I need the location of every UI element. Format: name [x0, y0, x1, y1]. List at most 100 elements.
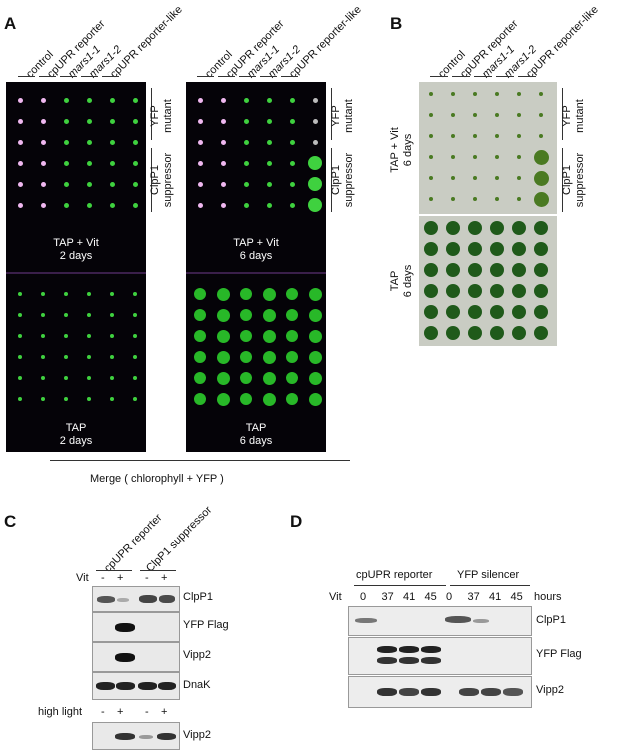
a-right-bottom-colony: [308, 392, 322, 406]
b-bottom-colony: [512, 221, 526, 235]
b-top-colony: [451, 92, 455, 96]
b-bottom-colony: [446, 263, 460, 277]
a-right-bottom-colony: [308, 329, 322, 343]
b-top-colony: [429, 92, 433, 96]
a-left-top-colony: [63, 97, 69, 103]
d-time-4: 45: [424, 591, 437, 603]
a-right-bottom-colony: [262, 287, 276, 301]
a-left-top-colony: [109, 160, 115, 166]
a-left-bottom-colony: [64, 397, 68, 401]
b-label-top: TAP + Vit 6 days: [389, 127, 414, 173]
a-left-top-colony: [132, 118, 138, 124]
a-left-top-colony: [86, 139, 92, 145]
a-left-bottom-colony: [41, 313, 45, 317]
a-right-col-header-5: cpUPR reporter-like: [287, 3, 364, 81]
a-right-bottom-colony: [262, 308, 276, 322]
a-left-top-colony: [40, 118, 46, 124]
a-left-bottom-colony: [133, 292, 137, 296]
a-left-bottom-colony: [64, 313, 68, 317]
b-bottom-colony: [424, 305, 438, 319]
b-top-colony: [473, 197, 477, 201]
a-left-bottom-colony: [87, 355, 91, 359]
a-right-bottom-colony: [308, 308, 322, 322]
b-bottom-colony: [512, 326, 526, 340]
b-bottom-colony: [490, 263, 504, 277]
c-hl-sign-1: -: [101, 706, 105, 718]
a-left-top-colony: [63, 181, 69, 187]
a-left-top-colony: [17, 97, 23, 103]
a-right-bottom-colony: [262, 329, 276, 343]
a-left-top-colony: [86, 97, 92, 103]
d-time-6: 37: [467, 591, 480, 603]
a-left-bottom-colony: [87, 334, 91, 338]
a-left-bottom-colony: [64, 292, 68, 296]
a-right-top-colony: [312, 118, 318, 124]
b-bottom-colony: [512, 242, 526, 256]
a-left-top-colony: [132, 139, 138, 145]
b-bottom-colony: [534, 263, 548, 277]
b-bottom-colony: [468, 326, 482, 340]
a-right-top-colony: [220, 160, 226, 166]
a-right-bottom-colony: [286, 288, 298, 300]
b-top-colony: [473, 113, 477, 117]
a-right-bottom-colony: [240, 393, 252, 405]
b-top-colony: [495, 176, 499, 180]
b-top-colony: [429, 134, 433, 138]
a-right-top-colony: [243, 160, 249, 166]
a-right-top-colony: [308, 198, 322, 212]
a-left-bottom-colony: [87, 292, 91, 296]
a-right-top-colony: [312, 139, 318, 145]
a-left-top-colony: [86, 160, 92, 166]
c-blot-vipp2: [92, 642, 180, 672]
a-left-bottom-colony: [64, 355, 68, 359]
d-time-8: 45: [510, 591, 523, 603]
a-left-bottom-colony: [41, 334, 45, 338]
a-right-bottom-colony: [216, 329, 230, 343]
a-left-bottom-colony: [18, 292, 22, 296]
a-right-top-colony: [289, 139, 295, 145]
merge-caption: Merge ( chlorophyll + YFP ): [90, 473, 224, 485]
a-right-top-colony: [266, 97, 272, 103]
d-blot-yfp-flag: [348, 637, 532, 675]
a-left-top-colony: [40, 97, 46, 103]
b-bottom-colony: [446, 305, 460, 319]
a-right-group-yfp: YFP mutant: [330, 99, 355, 133]
plate-right-top-label: TAP + Vit 6 days: [233, 237, 279, 262]
b-bottom-colony: [490, 326, 504, 340]
c-label-dnak: DnaK: [183, 679, 211, 691]
b-bottom-colony: [468, 221, 482, 235]
a-left-bottom-colony: [133, 355, 137, 359]
a-right-bottom-colony: [240, 330, 252, 342]
a-right-bottom-colony: [262, 371, 276, 385]
a-left-top-colony: [109, 118, 115, 124]
a-right-bottom-colony: [216, 308, 230, 322]
d-label-vipp2: Vipp2: [536, 684, 564, 696]
a-right-bottom-colony: [194, 351, 206, 363]
panel-d-letter: D: [290, 512, 303, 531]
b-top-colony: [517, 92, 521, 96]
a-right-top-colony: [289, 181, 295, 187]
c-blot-yfp-flag: [92, 612, 180, 642]
a-right-top-colony: [220, 181, 226, 187]
b-top-colony: [451, 176, 455, 180]
a-left-top-colony: [132, 181, 138, 187]
a-right-top-colony: [220, 139, 226, 145]
a-left-top-colony: [40, 160, 46, 166]
b-col-header-5: cpUPR reporter-like: [524, 3, 601, 81]
b-bottom-colony: [468, 284, 482, 298]
a-left-group-yfp: YFP mutant: [149, 99, 174, 133]
b-top-colony: [517, 176, 521, 180]
a-right-top-colony: [197, 202, 203, 208]
a-right-bottom-colony: [262, 350, 276, 364]
d-hours-label: hours: [534, 591, 562, 603]
a-left-top-colony: [109, 181, 115, 187]
a-right-bottom-colony: [194, 330, 206, 342]
a-left-top-colony: [86, 118, 92, 124]
a-right-top-colony: [266, 139, 272, 145]
b-top-colony: [517, 155, 521, 159]
a-left-bottom-colony: [41, 292, 45, 296]
d-time-5: 0: [446, 591, 453, 603]
b-bottom-colony: [446, 242, 460, 256]
a-left-top-colony: [40, 202, 46, 208]
b-bottom-colony: [424, 326, 438, 340]
